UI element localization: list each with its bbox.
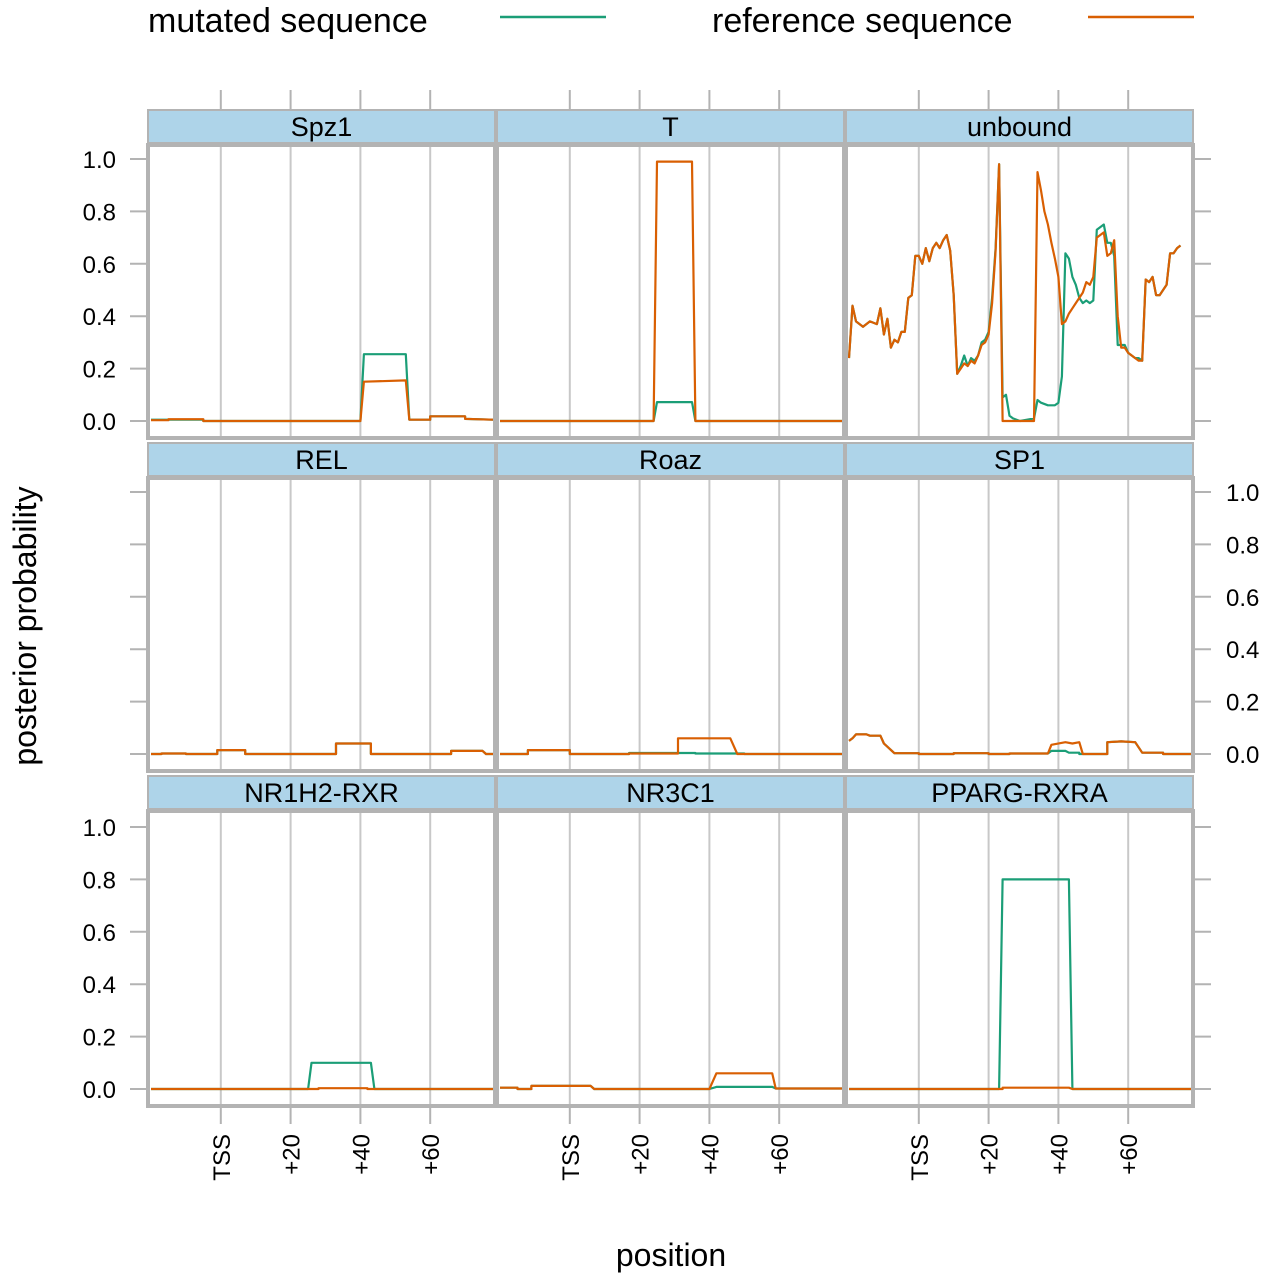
panel-nr3c1: NR3C1 xyxy=(495,775,846,1108)
y-tick-label: 1.0 xyxy=(83,815,116,842)
x-tick-label: +40 xyxy=(1046,1134,1073,1175)
panel-title: Roaz xyxy=(639,445,702,475)
x-tick-label: TSS xyxy=(907,1134,934,1181)
panel-strip xyxy=(147,775,496,810)
panel-strip xyxy=(147,442,496,477)
legend-label-reference: reference sequence xyxy=(712,2,1013,40)
panel-title: NR3C1 xyxy=(626,778,715,808)
y-tick-label: 0.2 xyxy=(83,357,116,384)
y-axis-title: posterior probability xyxy=(7,486,43,765)
panel-title: NR1H2-RXR xyxy=(244,778,399,808)
series-line-reference xyxy=(151,742,493,756)
x-tick-label: +20 xyxy=(279,1134,306,1175)
y-tick-label: 0.0 xyxy=(83,1077,116,1104)
panel-pparg-rxra: PPARG-RXRA xyxy=(844,775,1195,1108)
series-line-reference xyxy=(849,1086,1191,1091)
panel-title: T xyxy=(662,112,679,142)
series-line-reference xyxy=(151,379,494,423)
y-tick-label: 0.4 xyxy=(1226,637,1259,664)
x-axis-title: position xyxy=(616,1237,726,1273)
y-tick-label: 0.4 xyxy=(83,304,116,331)
panel-unbound: unbound xyxy=(844,109,1195,440)
x-tick-label: +40 xyxy=(697,1134,724,1175)
x-tick-label: TSS xyxy=(209,1134,236,1181)
panel-title: Spz1 xyxy=(291,112,353,142)
y-tick-label: 0.4 xyxy=(83,972,116,999)
series-line-reference xyxy=(847,163,1182,423)
panel-roaz: Roaz xyxy=(495,442,846,773)
y-tick-label: 0.0 xyxy=(83,409,116,436)
y-tick-label: 0.8 xyxy=(1226,532,1259,559)
y-tick-label: 0.8 xyxy=(83,867,116,894)
y-tick-label: 0.6 xyxy=(1226,585,1259,612)
panel-sp1: SP1 xyxy=(844,442,1195,773)
x-tick-label: +60 xyxy=(1116,1134,1143,1175)
x-tick-label: +40 xyxy=(348,1134,375,1175)
series-line-reference xyxy=(848,733,1191,756)
x-tick-label: +60 xyxy=(418,1134,445,1175)
panel-title: unbound xyxy=(967,112,1072,142)
panel-title: REL xyxy=(295,445,348,475)
panel-strip xyxy=(496,109,845,144)
panel-rel: REL xyxy=(146,442,497,773)
y-tick-label: 0.6 xyxy=(83,252,116,279)
panel-frame xyxy=(844,809,1195,1108)
panel-strip xyxy=(496,775,845,810)
series-line-reference xyxy=(500,737,842,756)
y-tick-label: 1.0 xyxy=(1226,480,1259,507)
panel-spz1: Spz1 xyxy=(146,109,497,440)
x-tick-label: +20 xyxy=(628,1134,655,1175)
panel-frame xyxy=(844,143,1195,440)
panel-frame xyxy=(844,476,1195,773)
panel-strip xyxy=(845,775,1194,810)
y-tick-label: 0.6 xyxy=(83,920,116,947)
panel-title: PPARG-RXRA xyxy=(931,778,1108,808)
series-line-reference xyxy=(151,1087,493,1091)
series-line-reference xyxy=(500,1072,842,1091)
x-tick-label: TSS xyxy=(558,1134,585,1181)
y-tick-label: 0.0 xyxy=(1226,742,1259,769)
x-tick-label: +20 xyxy=(977,1134,1004,1175)
legend-label-mutated: mutated sequence xyxy=(148,2,428,40)
panel-strip xyxy=(845,109,1194,144)
y-tick-label: 0.2 xyxy=(1226,690,1259,717)
series-line-reference xyxy=(500,160,842,423)
panel-strip xyxy=(845,442,1194,477)
panel-strip xyxy=(147,109,496,144)
y-tick-label: 0.8 xyxy=(83,199,116,226)
x-tick-label: +60 xyxy=(767,1134,794,1175)
y-tick-label: 0.2 xyxy=(83,1025,116,1052)
legend: mutated sequence reference sequence xyxy=(148,2,1194,40)
panel-t: T xyxy=(495,109,846,440)
panel-title: SP1 xyxy=(994,445,1045,475)
y-tick-label: 1.0 xyxy=(83,147,116,174)
panel-nr1h2-rxr: NR1H2-RXR xyxy=(146,775,497,1108)
